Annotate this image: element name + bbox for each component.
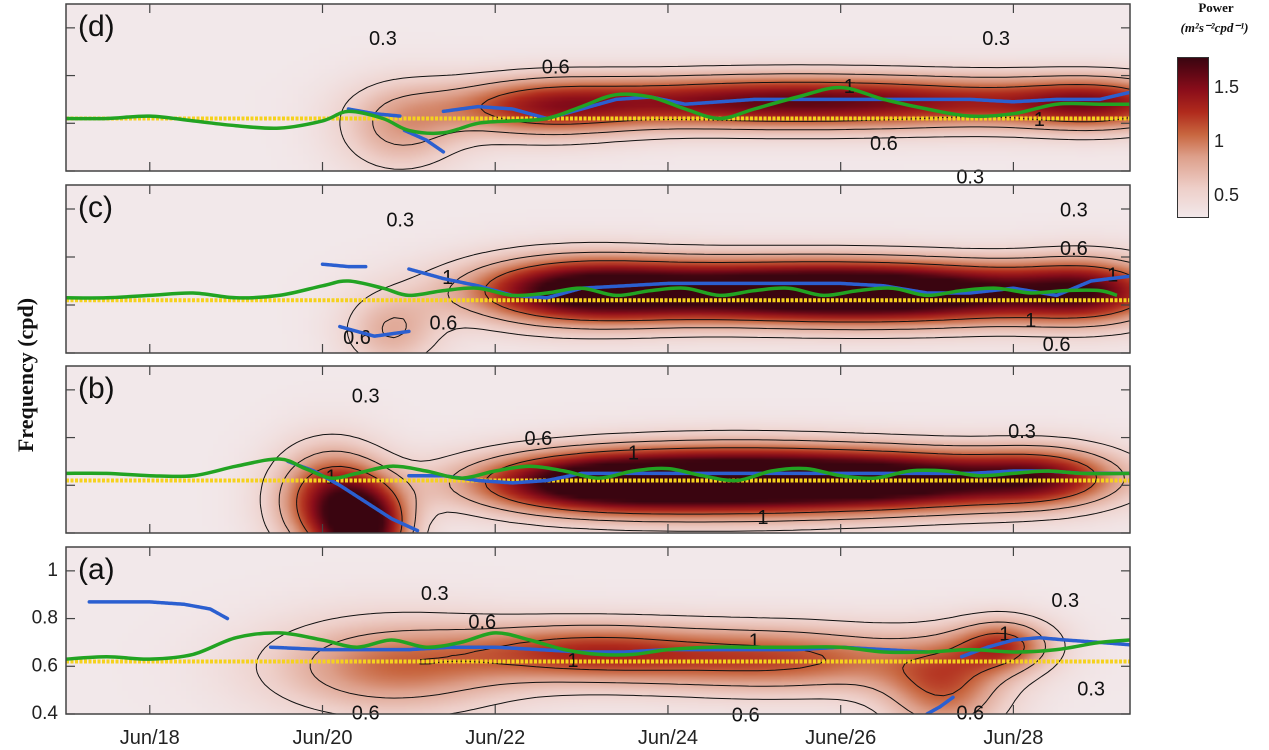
contour-label: 1	[1107, 264, 1118, 286]
contour-label: 0.3	[421, 583, 449, 605]
contour-label: 0.3	[369, 28, 397, 50]
power-heatmap	[66, 547, 1130, 714]
panel-label: (b)	[78, 372, 115, 405]
contour-label: 1	[999, 624, 1010, 646]
blue-frequency-track	[402, 128, 446, 154]
contour-label: 1	[628, 443, 639, 465]
contour-label: 0.6	[1043, 334, 1071, 356]
contour-label: 0.3	[352, 385, 380, 407]
blue-frequency-track	[925, 695, 955, 714]
contour-0.6	[278, 439, 1125, 533]
x-tick-label: June/26	[805, 727, 876, 749]
panel-label: (c)	[78, 191, 113, 224]
panel-frame	[65, 365, 1131, 534]
green-frequency-track	[66, 457, 1130, 483]
contour-label: 0.6	[870, 133, 898, 155]
contour-label: 1	[844, 76, 855, 98]
contour-label: 1	[749, 631, 760, 653]
contour-label: 0.6	[525, 428, 553, 450]
contour-0.3	[259, 429, 1130, 533]
y-tick-label: 0.8	[32, 608, 58, 629]
panel-frame	[65, 3, 1131, 172]
contour-label: 0.6	[732, 705, 760, 727]
colorbar-tick-label: 1	[1214, 131, 1225, 151]
contour-label: 0.3	[1077, 678, 1105, 700]
panel-label: (a)	[78, 553, 115, 586]
contour-label: 0.3	[1051, 590, 1079, 612]
x-tick-label: Jun/24	[638, 727, 698, 749]
power-heatmap	[66, 185, 1130, 353]
contour-label: 0.3	[1008, 421, 1036, 443]
contour-label: 0.3	[1060, 200, 1088, 222]
contour-label: 0.3	[386, 209, 414, 231]
contour-label: 0.6	[542, 57, 570, 79]
contour-0.6	[309, 621, 1046, 714]
x-tick-label: Jun/22	[465, 727, 525, 749]
contour-0.3	[339, 64, 1130, 170]
contour-1	[296, 447, 1098, 533]
blue-frequency-track	[320, 262, 368, 269]
power-heatmap	[66, 366, 1130, 533]
contour-0.6	[381, 251, 1130, 339]
contour-0.6	[372, 73, 1130, 146]
contour-label: 0.3	[982, 28, 1010, 50]
contour-label: 1	[1025, 310, 1036, 332]
panel-frame	[65, 546, 1131, 715]
green-frequency-track	[66, 85, 1130, 136]
blue-frequency-track	[407, 469, 1130, 485]
y-tick-label: 1	[47, 560, 58, 581]
y-tick-label: 0.6	[32, 655, 58, 676]
y-tick-label: 0.4	[32, 703, 59, 724]
x-tick-label: Jun/28	[983, 727, 1043, 749]
contour-label: 0.6	[468, 612, 496, 634]
x-tick-label: Jun/18	[120, 727, 180, 749]
colorbar	[1177, 57, 1209, 218]
x-tick-label: Jun/20	[292, 727, 352, 749]
contour-label: 1	[757, 507, 768, 529]
colorbar-units: (m²s⁻²cpd⁻¹)	[1180, 20, 1249, 35]
y-axis-label: Frequency (cpd)	[4, 240, 48, 510]
panel-label: (d)	[78, 10, 115, 43]
panel-frame	[65, 184, 1131, 354]
contour-label: 0.6	[1060, 238, 1088, 260]
colorbar-tick-label: 1.5	[1214, 77, 1240, 97]
contour-lines	[259, 429, 1130, 533]
contour-1	[484, 260, 1130, 323]
blue-frequency-track	[87, 600, 230, 621]
colorbar-tick-label: 0.5	[1214, 185, 1240, 205]
colorbar-title: Power	[1198, 0, 1234, 15]
blue-frequency-track	[338, 324, 411, 338]
contour-label: 0.3	[956, 166, 984, 188]
green-frequency-track	[66, 279, 1118, 300]
y-axis-label-text: Frequency (cpd)	[13, 297, 38, 453]
contour-label: 0.6	[430, 312, 458, 334]
panel-a: 0.30.61110.30.30.60.60.6(a)0.40.60.81Jun…	[32, 546, 1131, 749]
green-frequency-track	[66, 631, 1130, 661]
